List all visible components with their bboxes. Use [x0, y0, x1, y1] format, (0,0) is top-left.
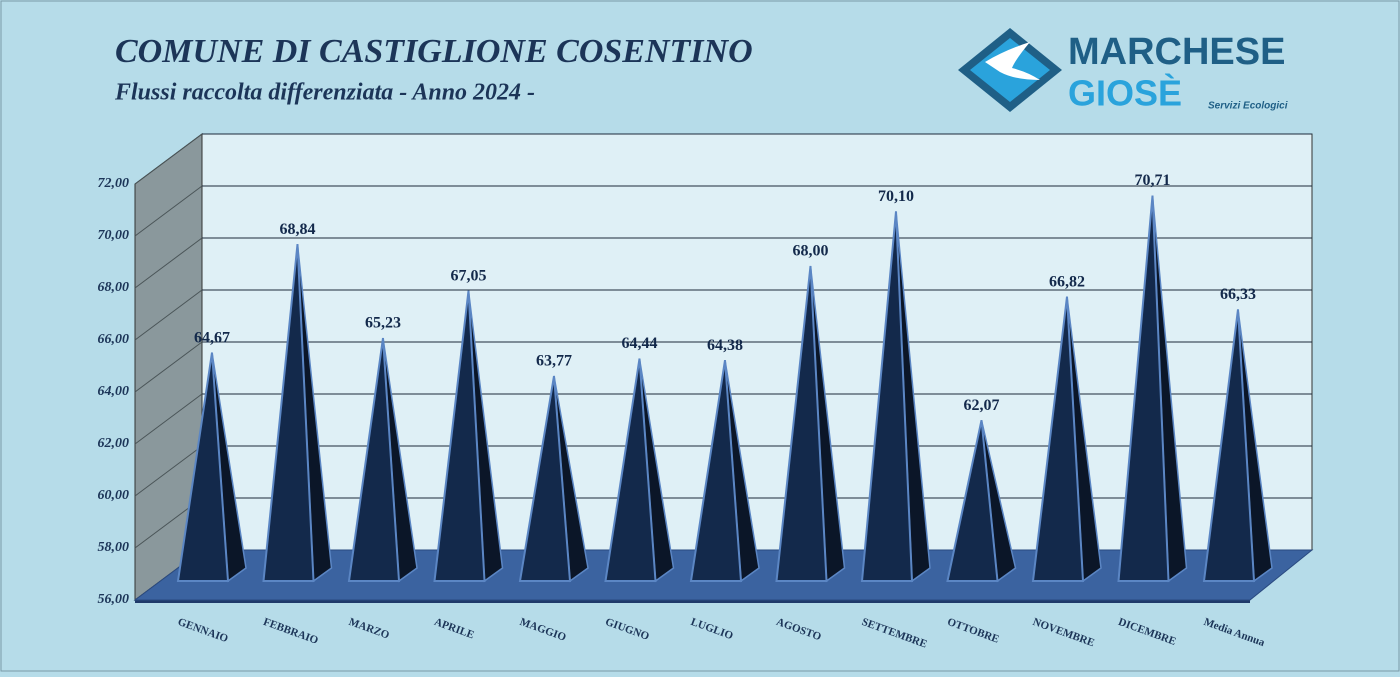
value-label: 68,84 [280, 221, 316, 238]
side-grid-line [134, 185, 203, 237]
logo-tagline: Servizi Ecologici [1208, 101, 1288, 112]
pyramid [347, 337, 401, 582]
value-label: 70,10 [878, 188, 914, 205]
pyramid [775, 265, 828, 582]
logo-line2: GIOSÈ [1068, 73, 1182, 114]
y-tick-label: 72,00 [98, 176, 130, 191]
pyramid [946, 419, 999, 582]
pyramid [604, 358, 657, 582]
y-tick-label: 68,00 [98, 280, 130, 295]
y-tick-label: 60,00 [98, 488, 130, 503]
value-label: 64,38 [707, 337, 743, 354]
side-grid-line [134, 445, 203, 497]
value-label: 70,71 [1135, 172, 1171, 189]
value-label: 66,33 [1220, 286, 1256, 303]
pyramid [1031, 296, 1085, 582]
side-grid-line [134, 341, 203, 393]
pyramid [1117, 195, 1170, 582]
y-tick-label: 66,00 [98, 332, 130, 347]
value-label: 65,23 [365, 315, 401, 332]
chart-subtitle: Flussi raccolta differenziata - Anno 202… [114, 80, 535, 106]
value-label: 64,44 [622, 335, 658, 352]
value-label: 62,07 [964, 397, 1000, 414]
pyramid [262, 244, 315, 582]
value-label: 67,05 [451, 267, 487, 284]
value-label: 63,77 [536, 353, 572, 370]
pyramid [433, 290, 486, 582]
logo-bird [985, 42, 1040, 80]
floor-edge [135, 600, 1250, 603]
y-tick-label: 56,00 [98, 592, 130, 607]
side-grid-line [134, 237, 203, 289]
value-label: 64,67 [194, 329, 230, 346]
value-label: 66,82 [1049, 273, 1085, 290]
side-grid-line [134, 393, 203, 445]
pyramid [1202, 309, 1256, 582]
side-grid-line [134, 289, 203, 341]
y-tick-label: 64,00 [98, 384, 130, 399]
chart-title: COMUNE DI CASTIGLIONE COSENTINO [115, 33, 753, 70]
y-tick-label: 58,00 [98, 540, 130, 555]
logo: MARCHESE GIOSÈ Servizi Ecologici [958, 28, 1288, 114]
pyramid [518, 375, 572, 582]
side-grid-line [134, 133, 203, 185]
pyramid [860, 211, 914, 582]
y-tick-label: 70,00 [98, 228, 130, 243]
pyramid [689, 359, 743, 582]
pyramid [176, 352, 230, 582]
value-label: 68,00 [793, 243, 829, 260]
logo-line1: MARCHESE [1068, 31, 1285, 73]
y-tick-label: 62,00 [98, 436, 130, 451]
